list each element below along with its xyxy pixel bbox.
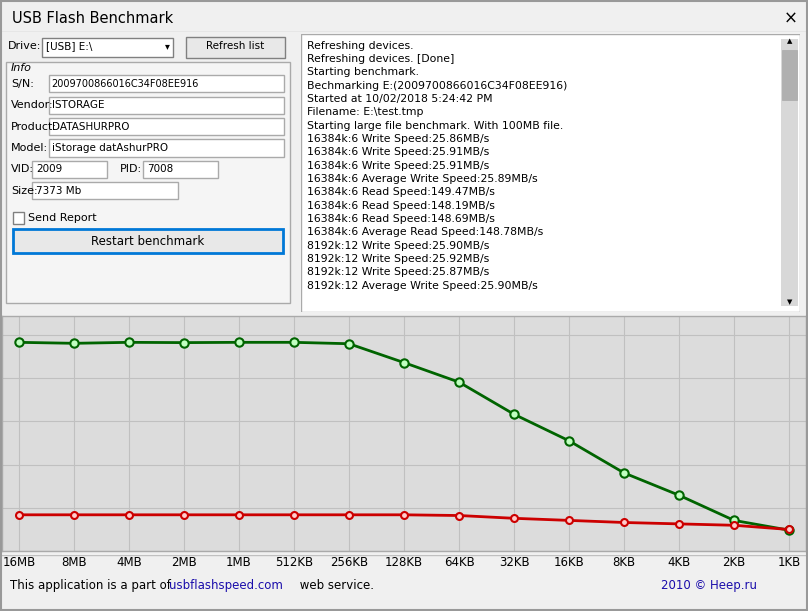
Text: Product:: Product: <box>11 122 57 131</box>
Text: Starting large file benchmark. With 100MB file.: Starting large file benchmark. With 100M… <box>306 120 563 131</box>
Bar <box>782 50 797 100</box>
Bar <box>32 161 107 178</box>
Bar <box>186 37 285 58</box>
Text: Refresh list: Refresh list <box>206 42 264 51</box>
Text: 8192k:12 Write Speed:25.92MB/s: 8192k:12 Write Speed:25.92MB/s <box>306 254 489 264</box>
Text: Size:: Size: <box>11 186 37 196</box>
Text: VID:: VID: <box>11 164 34 174</box>
Text: Filename: E:\test.tmp: Filename: E:\test.tmp <box>306 108 423 117</box>
Text: DATASHURPRO: DATASHURPRO <box>52 122 129 131</box>
Bar <box>48 139 284 156</box>
Text: 16384k:6 Write Speed:25.91MB/s: 16384k:6 Write Speed:25.91MB/s <box>306 147 489 157</box>
Text: Info: Info <box>11 63 32 73</box>
Text: USB Flash Benchmark: USB Flash Benchmark <box>12 10 174 26</box>
Text: 16384k:6 Read Speed:148.69MB/s: 16384k:6 Read Speed:148.69MB/s <box>306 214 494 224</box>
Text: S/N:: S/N: <box>11 79 34 89</box>
Text: 8192k:12 Write Speed:25.90MB/s: 8192k:12 Write Speed:25.90MB/s <box>306 241 489 251</box>
Text: 16384k:6 Read Speed:149.47MB/s: 16384k:6 Read Speed:149.47MB/s <box>306 188 494 197</box>
Bar <box>13 229 283 253</box>
Text: usbflashspeed.com: usbflashspeed.com <box>170 579 284 591</box>
Bar <box>13 212 24 224</box>
Bar <box>48 97 284 114</box>
Text: 16384k:6 Average Write Speed:25.89MB/s: 16384k:6 Average Write Speed:25.89MB/s <box>306 174 537 184</box>
Bar <box>781 39 798 306</box>
Text: web service.: web service. <box>296 579 373 591</box>
Text: ×: × <box>784 9 797 27</box>
Bar <box>48 118 284 135</box>
Text: Started at 10/02/2018 5:24:42 PM: Started at 10/02/2018 5:24:42 PM <box>306 94 492 104</box>
Text: Restart benchmark: Restart benchmark <box>91 235 204 247</box>
Text: 16384k:6 Average Read Speed:148.78MB/s: 16384k:6 Average Read Speed:148.78MB/s <box>306 227 543 238</box>
Bar <box>42 38 173 57</box>
Text: 16384k:6 Write Speed:25.91MB/s: 16384k:6 Write Speed:25.91MB/s <box>306 161 489 170</box>
Text: iStorage datAshurPRO: iStorage datAshurPRO <box>52 143 168 153</box>
Text: Refreshing devices.: Refreshing devices. <box>306 40 413 51</box>
Bar <box>143 161 218 178</box>
Text: 8192k:12 Write Speed:25.87MB/s: 8192k:12 Write Speed:25.87MB/s <box>306 268 489 277</box>
Text: 2009700866016C34F08EE916: 2009700866016C34F08EE916 <box>52 79 199 89</box>
Text: PID:: PID: <box>120 164 142 174</box>
Text: ▼: ▼ <box>787 299 793 305</box>
Text: 7008: 7008 <box>147 164 173 174</box>
Text: 16384k:6 Read Speed:148.19MB/s: 16384k:6 Read Speed:148.19MB/s <box>306 200 494 211</box>
Bar <box>48 75 284 92</box>
Text: 8192k:12 Average Write Speed:25.90MB/s: 8192k:12 Average Write Speed:25.90MB/s <box>306 280 537 291</box>
Text: Vendor:: Vendor: <box>11 100 53 110</box>
Text: [USB] E:\: [USB] E:\ <box>46 42 93 51</box>
Text: This application is a part of: This application is a part of <box>11 579 175 591</box>
Text: Send Report: Send Report <box>27 213 96 222</box>
Text: ▾: ▾ <box>165 42 170 51</box>
Text: Model:: Model: <box>11 143 48 153</box>
Text: Starting benchmark.: Starting benchmark. <box>306 67 419 77</box>
Text: Refreshing devices. [Done]: Refreshing devices. [Done] <box>306 54 454 64</box>
Text: 16384k:6 Write Speed:25.86MB/s: 16384k:6 Write Speed:25.86MB/s <box>306 134 489 144</box>
Text: ▲: ▲ <box>787 38 793 44</box>
Text: 2009: 2009 <box>36 164 62 174</box>
Text: Bechmarking E:(2009700866016C34F08EE916): Bechmarking E:(2009700866016C34F08EE916) <box>306 81 567 90</box>
Text: Drive:: Drive: <box>7 42 41 51</box>
Bar <box>32 182 179 199</box>
Bar <box>6 62 291 303</box>
Text: 2010 © Heep.ru: 2010 © Heep.ru <box>661 579 757 591</box>
Text: ISTORAGE: ISTORAGE <box>52 100 104 110</box>
Text: 7373 Mb: 7373 Mb <box>36 186 81 196</box>
